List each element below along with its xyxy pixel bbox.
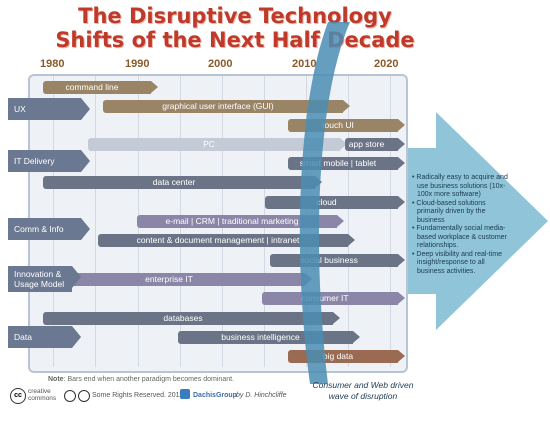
year-1980: 1980	[40, 58, 65, 70]
category-innovation: Innovation & Usage Model	[8, 266, 81, 292]
year-2020: 2020	[374, 58, 399, 70]
dachis-logo-icon	[180, 389, 190, 399]
title-line-2: Shifts of the Next Half Decade	[55, 28, 415, 52]
category-data: Data	[8, 326, 81, 348]
share-alike-icon	[78, 390, 90, 402]
gridline	[95, 76, 96, 367]
arrow-bullet-list: • Radically easy to acquire and use busi…	[412, 174, 508, 276]
bar-enterprise-it: enterprise IT	[43, 273, 312, 286]
gridline	[348, 76, 349, 367]
cc-logo-icon: cc	[10, 388, 26, 404]
footer-note: Note: Bars end when another paradigm bec…	[48, 376, 234, 383]
bar-email-crm: e-mail | CRM | traditional marketing	[137, 215, 344, 228]
gridline	[390, 76, 391, 367]
arrow-bullet: • Cloud-based solutions primarily driven…	[412, 199, 486, 224]
bar-command-line: command line	[43, 81, 158, 94]
year-1990: 1990	[125, 58, 150, 70]
wave-caption: Consumer and Web driven wave of disrupti…	[312, 380, 414, 401]
group-text: DachisGroup	[193, 392, 237, 399]
disruption-wave-icon	[299, 22, 350, 384]
bar-databases: databases	[43, 312, 340, 325]
rights-text: Some Rights Reserved. 2011.	[92, 392, 185, 399]
bar-pc: PC	[88, 138, 347, 151]
arrow-bullet: • Deep visibility and real-time insight/…	[412, 250, 502, 275]
title-line-1: The Disruptive Technology	[78, 4, 392, 28]
category-ux: UX	[8, 98, 90, 120]
bar-gui: graphical user interface (GUI)	[103, 100, 350, 113]
bar-cloud: cloud	[265, 196, 405, 209]
arrow-bullet: • Fundamentally social media-based workp…	[412, 225, 507, 249]
bar-app-store: app store	[345, 138, 405, 151]
category-comm-info: Comm & Info	[8, 218, 90, 240]
year-2010: 2010	[292, 58, 317, 70]
cc-text: creative commons	[28, 388, 57, 402]
future-arrow-icon	[396, 112, 548, 330]
bar-content-management: content & document management | intranet	[98, 234, 355, 247]
bar-consumer-it: consumer IT	[262, 292, 405, 305]
author-text: by D. Hinchcliffe	[236, 392, 287, 399]
category-it-delivery: IT Delivery	[8, 150, 90, 172]
year-2000: 2000	[208, 58, 233, 70]
attribution-icon	[64, 390, 76, 402]
arrow-bullet: • Radically easy to acquire and use busi…	[412, 174, 508, 198]
